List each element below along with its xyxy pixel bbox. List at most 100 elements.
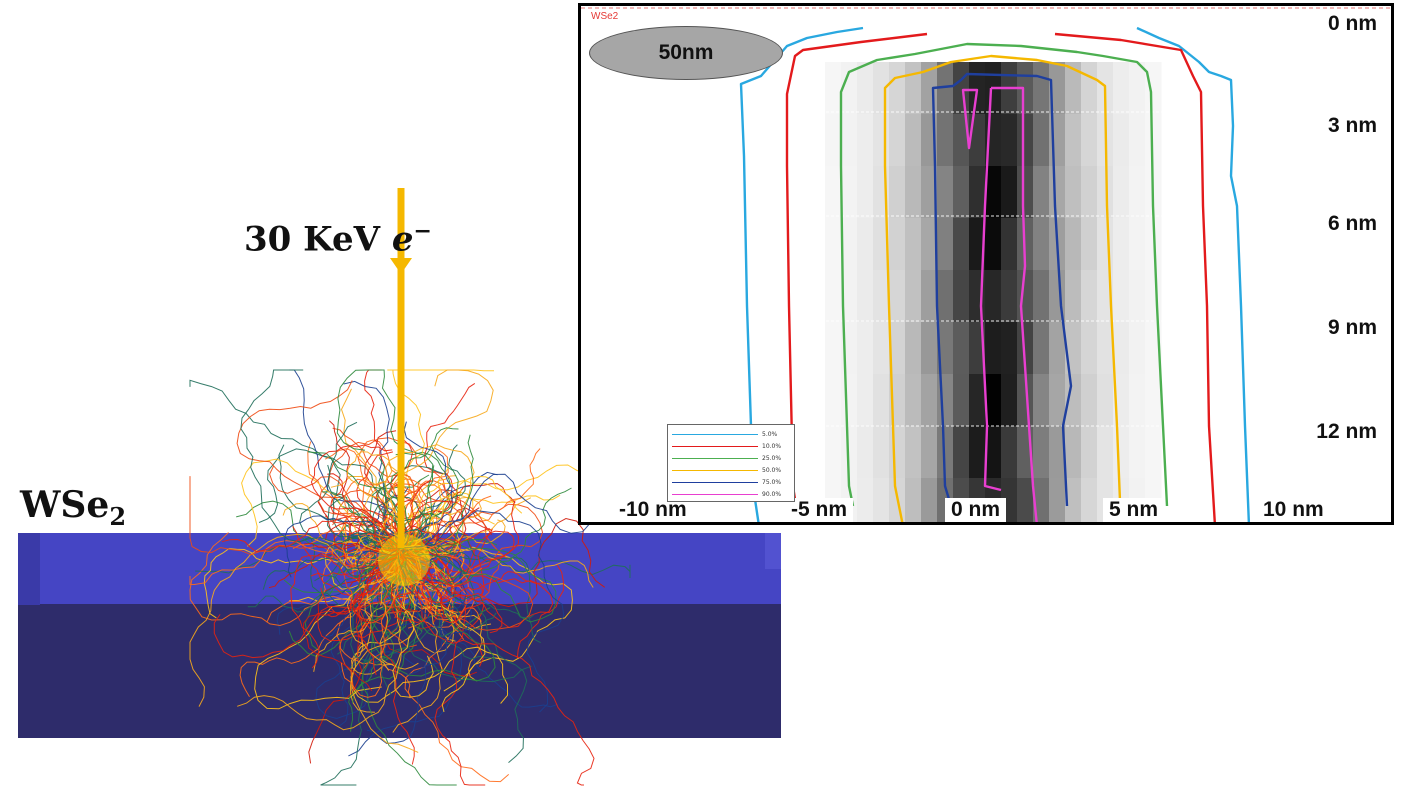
heatmap-cell — [921, 374, 938, 427]
heatmap-cell — [937, 218, 954, 271]
beam-energy-label: 30 KeV e− — [244, 218, 432, 259]
heatmap-cell — [969, 62, 986, 115]
electron-trajectory — [213, 550, 400, 659]
heatmap-cell — [1017, 374, 1034, 427]
heatmap-cell — [969, 374, 986, 427]
heatmap-cell — [1001, 166, 1018, 219]
heatmap-cell — [1129, 166, 1146, 219]
heatmap-cell — [1001, 322, 1018, 375]
heatmap-cell — [985, 166, 1002, 219]
heatmap-cell — [1065, 218, 1082, 271]
heatmap-cell — [985, 426, 1002, 479]
heatmap-cell — [1097, 426, 1114, 479]
heatmap-cell — [857, 218, 874, 271]
heatmap-cell — [1113, 218, 1130, 271]
heatmap-cell — [1129, 218, 1146, 271]
heatmap-cell — [1065, 270, 1082, 323]
electron-trajectory — [400, 487, 572, 585]
heatmap-cell — [857, 62, 874, 115]
heatmap-cell — [921, 426, 938, 479]
heatmap-cell — [937, 322, 954, 375]
legend-swatch — [672, 445, 758, 447]
heatmap-cell — [825, 166, 842, 219]
heatmap-cell — [969, 218, 986, 271]
electron-trajectory — [399, 500, 493, 552]
legend-swatch — [672, 481, 758, 483]
heatmap-cell — [841, 218, 858, 271]
heatmap-cell — [873, 114, 890, 167]
heatmap-cell — [857, 322, 874, 375]
heatmap-cell — [1097, 374, 1114, 427]
electron-trajectory — [302, 550, 407, 692]
heatmap-cell — [953, 114, 970, 167]
heatmap-cell — [1081, 218, 1098, 271]
contour-line-25-0pct — [839, 42, 1169, 507]
heatmap-cell — [1017, 114, 1034, 167]
heatmap-cell — [953, 374, 970, 427]
heatmap-cell — [825, 426, 842, 479]
legend-label: 5.0% — [762, 430, 778, 438]
heatmap-cell — [1065, 478, 1082, 522]
heatmap-cell — [969, 114, 986, 167]
electron-trajectory — [221, 515, 400, 553]
electron-trajectory — [236, 380, 404, 556]
heatmap-cell — [1017, 270, 1034, 323]
heatmap-cell — [873, 322, 890, 375]
electron-trajectory — [397, 517, 605, 608]
heatmap-cell — [873, 62, 890, 115]
electron-trajectory — [384, 369, 494, 554]
heatmap-cell — [953, 270, 970, 323]
heatmap-cell — [1129, 374, 1146, 427]
contour-line-5-0pct — [739, 26, 1251, 522]
scale-oval: 50nm — [589, 26, 783, 80]
heatmap-cell — [889, 62, 906, 115]
beam-impact-spot — [378, 534, 430, 586]
heatmap-cell — [905, 270, 922, 323]
width-label-neg5: -5 nm — [785, 498, 854, 522]
electron-trajectory — [349, 552, 421, 713]
legend-swatch — [672, 469, 758, 471]
heatmap-cell — [1001, 114, 1018, 167]
heatmap-cell — [953, 426, 970, 479]
electron-trajectory — [404, 382, 476, 552]
energy-heatmap — [825, 62, 1162, 522]
heatmap-cell — [1129, 114, 1146, 167]
contour-plot — [581, 7, 1391, 522]
heatmap-cell — [825, 218, 842, 271]
legend-label: 10.0% — [762, 442, 782, 450]
heatmap-cell — [873, 374, 890, 427]
heatmap-cell — [889, 270, 906, 323]
heatmap-cell — [889, 114, 906, 167]
heatmap-cell — [937, 426, 954, 479]
heatmap-cell — [1113, 114, 1130, 167]
heatmap-cell — [905, 374, 922, 427]
heatmap-cell — [825, 374, 842, 427]
beam-arrow-head — [390, 258, 412, 274]
electron-trajectory — [189, 540, 407, 586]
heatmap-cell — [953, 218, 970, 271]
heatmap-cell — [1113, 270, 1130, 323]
heatmap-cell — [1113, 62, 1130, 115]
depth-label-3: 3 nm — [1327, 114, 1377, 137]
heatmap-cell — [985, 322, 1002, 375]
heatmap-cell — [825, 62, 842, 115]
heatmap-cell — [1001, 426, 1018, 479]
trajectory-simulation — [18, 188, 781, 786]
heatmap-cell — [921, 322, 938, 375]
heatmap-cell — [905, 114, 922, 167]
electron-trajectory — [336, 369, 434, 553]
heatmap-cell — [1049, 62, 1066, 115]
heatmap-cell — [873, 218, 890, 271]
material-subscript: 2 — [109, 502, 127, 532]
electron-trajectory — [351, 549, 457, 704]
heatmap-cell — [985, 374, 1002, 427]
heatmap-cell — [1129, 270, 1146, 323]
width-label-10: 10 nm — [1257, 498, 1330, 522]
beam-energy-text: 30 KeV — [244, 219, 380, 260]
heatmap-cell — [905, 218, 922, 271]
material-name: WSe — [20, 484, 110, 526]
heatmap-cell — [1033, 478, 1050, 522]
heatmap-cell — [1081, 322, 1098, 375]
heatmap-cell — [905, 478, 922, 522]
heatmap-cell — [921, 478, 938, 522]
